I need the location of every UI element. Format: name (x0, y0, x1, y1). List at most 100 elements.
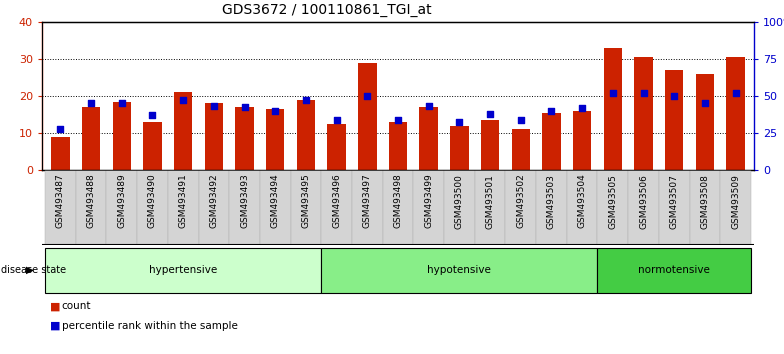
Text: GSM493499: GSM493499 (424, 174, 434, 228)
FancyBboxPatch shape (444, 170, 475, 245)
Point (146, 113, 158, 118)
Text: GSM493489: GSM493489 (118, 174, 126, 228)
Point (269, 108, 281, 114)
Point (576, 105, 589, 111)
Text: GSM493497: GSM493497 (363, 174, 372, 228)
Text: percentile rank within the sample: percentile rank within the sample (62, 321, 238, 331)
Bar (82, 107, 100, 170)
Bar (634, 57, 653, 170)
Text: GSM493488: GSM493488 (86, 174, 96, 228)
Bar (358, 63, 376, 170)
FancyBboxPatch shape (475, 170, 506, 245)
FancyBboxPatch shape (536, 170, 567, 245)
Point (699, 101, 711, 106)
FancyBboxPatch shape (107, 170, 137, 245)
FancyBboxPatch shape (567, 170, 597, 245)
Point (115, 101, 128, 106)
FancyBboxPatch shape (229, 170, 260, 245)
Bar (328, 124, 346, 170)
Point (330, 117, 343, 122)
FancyBboxPatch shape (45, 170, 76, 245)
FancyBboxPatch shape (628, 170, 659, 245)
Text: GSM493487: GSM493487 (56, 174, 65, 228)
Point (54, 126, 67, 132)
Point (208, 103, 220, 109)
Bar (51, 137, 70, 170)
FancyBboxPatch shape (76, 170, 107, 245)
Bar (573, 111, 591, 170)
Text: GSM493501: GSM493501 (485, 174, 495, 229)
Bar (511, 129, 530, 170)
Bar (481, 120, 499, 170)
Text: GSM493496: GSM493496 (332, 174, 341, 228)
Bar (113, 102, 131, 170)
FancyBboxPatch shape (168, 170, 198, 245)
Text: disease state: disease state (1, 265, 66, 275)
Bar (235, 107, 254, 170)
Point (392, 117, 405, 122)
FancyBboxPatch shape (597, 170, 628, 245)
Point (361, 93, 374, 99)
FancyBboxPatch shape (413, 170, 444, 245)
Text: GDS3672 / 100110861_TGI_at: GDS3672 / 100110861_TGI_at (222, 3, 432, 17)
Point (238, 104, 251, 110)
Text: GSM493502: GSM493502 (516, 174, 525, 228)
Text: GSM493495: GSM493495 (301, 174, 310, 228)
FancyBboxPatch shape (659, 170, 690, 245)
Text: GSM493490: GSM493490 (148, 174, 157, 228)
Point (545, 108, 557, 114)
Text: GSM493508: GSM493508 (700, 174, 710, 229)
Text: GSM493492: GSM493492 (209, 174, 219, 228)
FancyBboxPatch shape (506, 170, 536, 245)
FancyBboxPatch shape (383, 170, 413, 245)
Text: GSM493507: GSM493507 (670, 174, 679, 229)
Text: hypertensive: hypertensive (149, 265, 217, 275)
Text: normotensive: normotensive (638, 265, 710, 275)
Bar (174, 92, 192, 170)
Text: GSM493505: GSM493505 (608, 174, 617, 229)
Point (607, 90, 619, 96)
Text: GSM493493: GSM493493 (240, 174, 249, 228)
Text: GSM493498: GSM493498 (394, 174, 402, 228)
Text: GSM493491: GSM493491 (179, 174, 187, 228)
Point (453, 119, 466, 125)
Point (85, 101, 97, 106)
Bar (604, 48, 622, 170)
FancyBboxPatch shape (198, 170, 229, 245)
Bar (695, 74, 714, 170)
Text: GSM493503: GSM493503 (547, 174, 556, 229)
Bar (143, 122, 162, 170)
Point (484, 111, 496, 116)
Bar (450, 126, 469, 170)
FancyBboxPatch shape (291, 170, 321, 245)
FancyBboxPatch shape (597, 247, 751, 292)
FancyBboxPatch shape (690, 170, 720, 245)
Text: ■: ■ (50, 321, 60, 331)
Text: GSM493504: GSM493504 (578, 174, 586, 228)
Text: GSM493500: GSM493500 (455, 174, 464, 229)
Bar (727, 57, 745, 170)
Bar (665, 70, 684, 170)
FancyBboxPatch shape (352, 170, 383, 245)
FancyBboxPatch shape (45, 247, 321, 292)
Point (423, 103, 435, 109)
Bar (205, 103, 223, 170)
Point (637, 90, 650, 96)
Text: GSM493506: GSM493506 (639, 174, 648, 229)
Text: count: count (62, 301, 91, 311)
Bar (389, 122, 407, 170)
FancyBboxPatch shape (260, 170, 291, 245)
FancyBboxPatch shape (720, 170, 751, 245)
Text: ■: ■ (50, 301, 60, 311)
Bar (266, 109, 285, 170)
Point (668, 93, 681, 99)
Point (177, 98, 190, 103)
Text: GSM493494: GSM493494 (270, 174, 280, 228)
Point (514, 117, 527, 122)
Text: ▶: ▶ (26, 265, 34, 275)
Text: hypotensive: hypotensive (427, 265, 492, 275)
Point (299, 98, 312, 103)
Bar (296, 100, 315, 170)
Bar (543, 113, 561, 170)
Bar (419, 107, 438, 170)
